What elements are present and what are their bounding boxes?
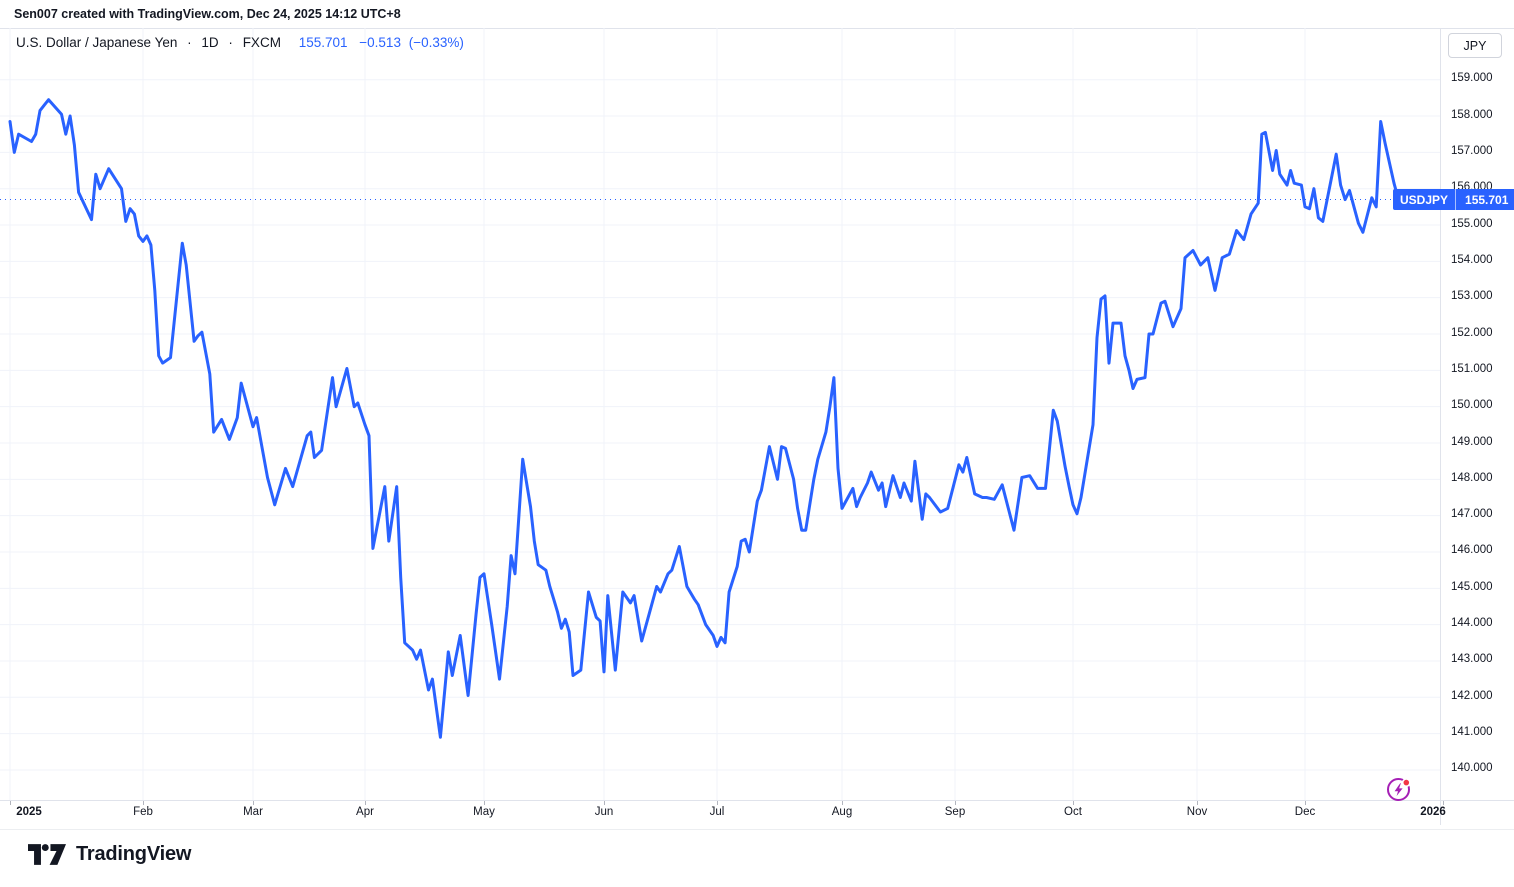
time-axis-tick [1443,801,1444,805]
legend-change-percent: (−0.33%) [408,35,464,50]
badge-price: 155.701 [1455,189,1514,211]
time-axis-tick [1073,801,1074,805]
time-axis-label: 2025 [16,806,42,818]
price-axis-label: 154.000 [1451,253,1493,266]
time-axis-tick [143,801,144,805]
legend-last-price: 155.701 [298,35,348,50]
price-axis-label: 155.000 [1451,217,1493,230]
time-axis-tick [10,801,11,805]
snapshot-attribution: Sen007 created with TradingView.com, Dec… [14,7,401,21]
time-axis-label: 2026 [1420,806,1446,818]
time-axis-label: Jul [709,806,725,818]
time-axis-label: Oct [1064,806,1082,818]
time-axis-label: Feb [133,806,153,818]
price-axis-label: 141.000 [1451,726,1493,739]
time-axis-label: Nov [1186,806,1208,818]
price-axis-label: 159.000 [1451,72,1493,85]
price-axis-label: 157.000 [1451,144,1493,157]
currency-unit-button[interactable]: JPY [1448,33,1502,58]
flash-action-button[interactable] [1385,775,1413,803]
symbol-interval: 1D [201,35,219,50]
time-axis-label: Mar [243,806,263,818]
time-axis-tick [253,801,254,805]
price-axis-label: 153.000 [1451,290,1493,303]
badge-symbol: USDJPY [1400,192,1449,207]
time-axis-tick [717,801,718,805]
legend-change: −0.513 [359,35,401,50]
price-line-series [8,98,1400,739]
time-axis-label: Dec [1294,806,1316,818]
widget-bottom-border [0,829,1514,830]
symbol-exchange: FXCM [242,35,281,50]
tradingview-logo[interactable]: TradingView [28,843,191,866]
price-axis-label: 158.000 [1451,108,1493,121]
price-axis-label: 140.000 [1451,762,1493,775]
time-axis-tick [604,801,605,805]
price-axis-label: 145.000 [1451,580,1493,593]
price-axis-label: 142.000 [1451,689,1493,702]
price-axis-label: 146.000 [1451,544,1493,557]
price-axis-label: 150.000 [1451,399,1493,412]
time-axis-label: Jun [594,806,614,818]
time-axis-label: Apr [356,806,374,818]
symbol-legend[interactable]: U.S. Dollar / Japanese Yen · 1D · FXCM 1… [16,35,464,50]
price-scale-border [1440,28,1441,825]
time-axis-label: Aug [831,806,853,818]
time-axis-tick [1197,801,1198,805]
tradingview-mark-icon [28,844,66,865]
time-axis-label: Sep [944,806,966,818]
legend-separator-2: · [228,35,233,50]
lightning-icon [1387,778,1411,801]
time-axis-tick [365,801,366,805]
time-scale-border [0,800,1514,801]
time-axis-tick [842,801,843,805]
last-price-badge: USDJPY 155.701 [1393,189,1514,211]
symbol-title: U.S. Dollar / Japanese Yen [16,35,178,50]
price-axis-label: 143.000 [1451,653,1493,666]
price-axis-label: 148.000 [1451,471,1493,484]
time-axis-label: May [473,806,495,818]
price-chart-canvas[interactable] [0,28,1440,800]
tradingview-logo-text: TradingView [76,843,192,865]
price-axis-label: 149.000 [1451,435,1493,448]
price-axis-label: 147.000 [1451,508,1493,521]
price-axis-label: 151.000 [1451,362,1493,375]
legend-separator-1: · [187,35,192,50]
time-axis-tick [484,801,485,805]
price-axis-label: 152.000 [1451,326,1493,339]
time-axis-tick [955,801,956,805]
pane-top-border [0,28,1514,29]
price-axis-label: 144.000 [1451,617,1493,630]
time-axis-tick [1305,801,1306,805]
